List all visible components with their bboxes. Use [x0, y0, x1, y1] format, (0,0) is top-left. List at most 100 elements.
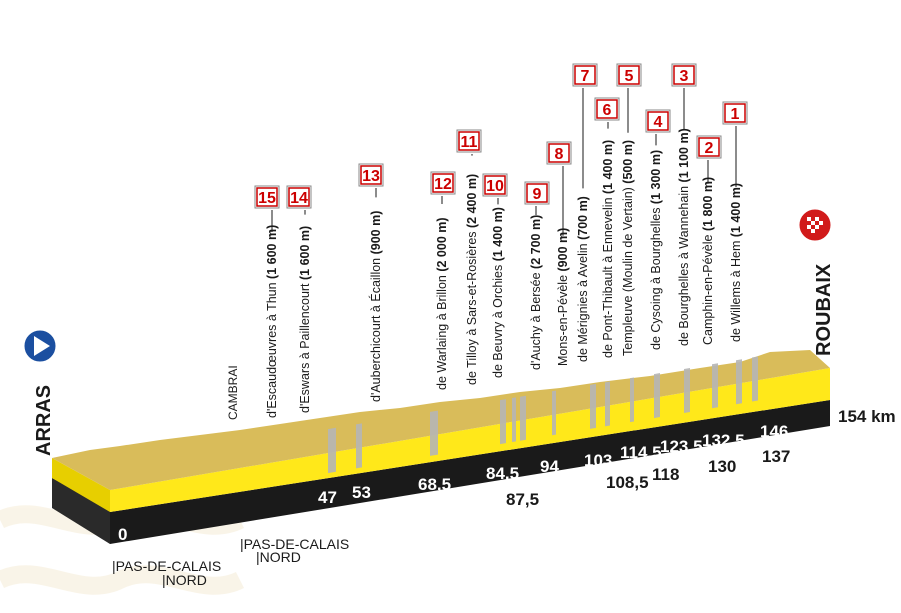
- sector-label: de Pont-Thibault à Ennevelin (1 400 m): [601, 140, 615, 358]
- sector-number-frame: [256, 187, 278, 207]
- sector-number-box: [254, 185, 280, 209]
- sector-labels: d'Escaudœuvres à Thun (1 600 m)15d'Eswar…: [254, 63, 748, 418]
- cobble-sector-band: [520, 395, 526, 441]
- sector-number: 9: [533, 186, 542, 203]
- cobble-sector-band: [328, 427, 336, 474]
- sector-number-box: [671, 63, 697, 87]
- sector-number: 10: [486, 178, 504, 195]
- cobble-sector-band: [605, 381, 610, 427]
- km-label-secondary: 87,5: [506, 490, 539, 509]
- sector-number-box: [594, 97, 620, 121]
- km-label: 94: [540, 457, 559, 476]
- km-label: 53: [352, 483, 371, 502]
- cobble-sector-band: [654, 373, 660, 419]
- km-label: 146: [760, 422, 788, 441]
- km-label-secondary: 130: [708, 457, 736, 476]
- cobble-sector-band: [590, 383, 596, 429]
- sector-number-frame: [574, 65, 596, 85]
- sector-number-frame: [432, 173, 454, 193]
- region-1-bottom: |NORD: [162, 572, 207, 588]
- sector-number: 7: [581, 68, 590, 85]
- sector-number: 3: [680, 68, 689, 85]
- sector-number: 14: [290, 190, 308, 207]
- sector-number: 5: [625, 68, 634, 85]
- sector-number: 12: [434, 176, 452, 193]
- cobble-sector-band: [736, 359, 742, 405]
- sector-number-frame: [673, 65, 695, 85]
- km-label: 84,5: [486, 464, 519, 483]
- sector-label: Templeuve (Moulin de Vertain) (500 m): [621, 140, 635, 356]
- sector-label: Camphin-en-Pévèle (1 800 m): [701, 177, 715, 345]
- region-labels: |PAS-DE-CALAIS |NORD |PAS-DE-CALAIS |NOR…: [112, 536, 349, 588]
- cobble-sector-band: [630, 377, 634, 423]
- sector-label: Mons-en-Pévèle (900 m): [556, 228, 570, 366]
- sector-label: de Cysoing à Bourghelles (1 300 m): [649, 150, 663, 350]
- sector-label: de Warlaing à Brillon (2 000 m): [435, 217, 449, 390]
- finish-town: ROUBAIX: [813, 263, 835, 356]
- km-start-label: 0: [118, 525, 127, 544]
- km-label: 47: [318, 488, 337, 507]
- sector-number-frame: [647, 111, 669, 131]
- km-label: 114,5: [620, 443, 662, 462]
- sector-label: de Willems à Hem (1 400 m): [729, 183, 743, 342]
- km-label-secondary: 118: [652, 465, 679, 484]
- sector-label: de Mérignies à Avelin (700 m): [576, 196, 590, 362]
- profile-body-side: [52, 458, 110, 512]
- sector-number-box: [524, 181, 550, 205]
- profile-base: [52, 478, 110, 544]
- sector-label: de Bourghelles à Wannehain (1 100 m): [677, 128, 691, 346]
- sector-number: 2: [705, 140, 714, 157]
- km-labels-secondary: 87,5 108,5 118 130 137: [506, 447, 790, 509]
- km-label: 103: [584, 451, 612, 470]
- profile-body-front: [110, 368, 830, 512]
- sector-number-frame: [618, 65, 640, 85]
- sector-number-box: [645, 109, 671, 133]
- cobble-sector-band: [500, 399, 506, 445]
- place-cambrai: CAMBRAI: [226, 365, 240, 420]
- sector-number-frame: [596, 99, 618, 119]
- cobble-sector-band: [684, 367, 690, 413]
- sector-label: d'Escaudœuvres à Thun (1 600 m): [265, 225, 279, 418]
- cobble-sector-band: [552, 390, 556, 436]
- sector-number-box: [572, 63, 598, 87]
- sector-number-box: [546, 141, 572, 165]
- sector-number: 11: [461, 134, 478, 151]
- km-label-secondary: 137: [762, 447, 790, 466]
- sector-number-frame: [360, 165, 382, 185]
- sector-number-frame: [484, 175, 506, 195]
- sector-number: 8: [555, 146, 564, 163]
- sector-number-frame: [698, 137, 720, 157]
- km-label: 132,5: [702, 431, 745, 450]
- sector-number-box: [456, 129, 482, 153]
- km-label-secondary: 108,5: [606, 473, 649, 492]
- sector-label: d'Auberchicourt à Écaillon (900 m): [368, 211, 383, 402]
- start-marker: ARRAS: [21, 327, 59, 456]
- sector-number-box: [286, 185, 312, 209]
- sector-number-frame: [548, 143, 570, 163]
- cobble-sector-band: [752, 356, 758, 402]
- sector-number-frame: [724, 103, 746, 123]
- cobble-sectors: [328, 356, 758, 474]
- sector-number-frame: [288, 187, 310, 207]
- sector-number: 4: [654, 114, 663, 131]
- sector-number: 15: [258, 190, 276, 207]
- cobble-sector-band: [512, 397, 516, 443]
- sector-label: de Tilloy à Sars-et-Rosières (2 400 m): [465, 174, 479, 385]
- sector-number: 1: [731, 106, 740, 123]
- sector-number: 13: [362, 168, 380, 185]
- sector-label: de Beuvry à Orchies (1 400 m): [491, 207, 505, 378]
- finish-marker: ROUBAIX: [796, 206, 835, 356]
- sector-number-box: [482, 173, 508, 197]
- cobble-sector-band: [430, 410, 438, 456]
- cobble-sector-band: [356, 423, 362, 469]
- sector-number-box: [616, 63, 642, 87]
- region-2-bottom: |NORD: [256, 549, 301, 565]
- km-label: 68,5: [418, 475, 451, 494]
- profile-body-top: [52, 350, 830, 490]
- km-label: 123,5: [660, 437, 703, 456]
- sector-number-box: [696, 135, 722, 159]
- sector-number: 6: [603, 102, 612, 119]
- sector-label: d'Auchy à Bersée (2 700 m): [529, 215, 543, 370]
